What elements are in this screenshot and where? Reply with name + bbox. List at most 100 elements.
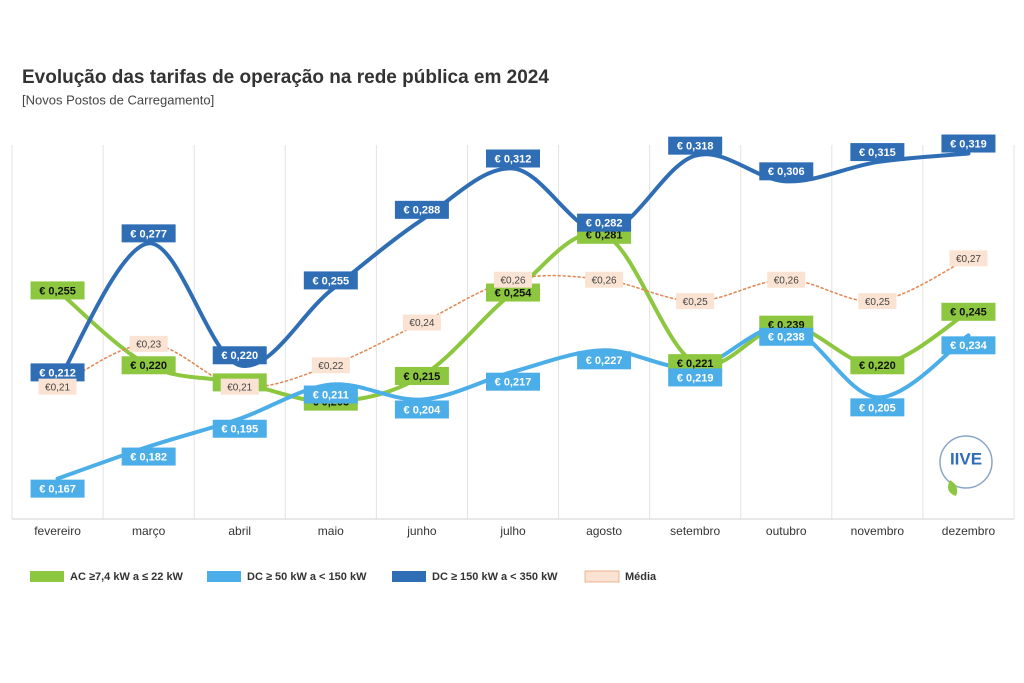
data-label-text: € 0,219: [677, 372, 714, 384]
data-label-text: € 0,288: [404, 205, 441, 217]
legend-item: DC ≥ 150 kW a < 350 kW: [392, 571, 558, 583]
data-label-box: [212, 346, 267, 365]
data-label-box: [767, 271, 806, 288]
data-label: €0,22: [311, 357, 350, 374]
data-label-box: [311, 357, 350, 374]
chart-subtitle: [Novos Postos de Carregamento]: [22, 92, 214, 107]
data-label-box: [941, 134, 996, 153]
data-label: € 0,167: [30, 479, 85, 498]
data-label-box: [850, 398, 905, 417]
data-label-text: €0,23: [136, 340, 161, 351]
data-label: € 0,220: [850, 356, 905, 375]
x-tick-label: março: [132, 524, 166, 538]
data-label: €0,21: [38, 378, 77, 395]
data-label-text: €0,27: [956, 254, 981, 265]
data-label-text: €0,21: [45, 382, 70, 393]
data-label-box: [303, 271, 358, 290]
data-label-box: [402, 314, 441, 331]
data-label-text: € 0,167: [39, 484, 76, 496]
x-tick-label: agosto: [586, 524, 622, 538]
data-label: € 0,221: [668, 354, 723, 373]
data-label: € 0,255: [30, 281, 85, 300]
chart-title: Evolução das tarifas de operação na rede…: [22, 67, 549, 88]
data-label-box: [486, 372, 540, 391]
data-label: € 0,312: [486, 149, 540, 168]
data-label-text: €0,24: [409, 318, 434, 329]
x-tick-label: dezembro: [942, 524, 996, 538]
legend-label: Média: [625, 571, 657, 583]
data-label-text: € 0,277: [130, 228, 167, 240]
data-label-text: € 0,220: [859, 360, 896, 372]
data-label: € 0,195: [212, 419, 267, 438]
x-tick-label: setembro: [670, 524, 720, 538]
data-label-text: € 0,212: [39, 367, 76, 379]
data-label: € 0,220: [121, 356, 176, 375]
data-label: € 0,205: [850, 398, 905, 417]
data-label-text: € 0,306: [768, 166, 805, 178]
data-label: € 0,217: [486, 372, 540, 391]
data-label-text: € 0,315: [859, 147, 896, 159]
x-tick-label: fevereiro: [34, 524, 81, 538]
legend-label: AC ≥7,4 kW a ≤ 22 kW: [70, 571, 184, 583]
data-label: € 0,212: [30, 363, 85, 382]
data-label-text: € 0,238: [768, 332, 805, 344]
data-label-box: [220, 378, 259, 395]
data-label-box: [759, 162, 814, 181]
legend-item: AC ≥7,4 kW a ≤ 22 kW: [30, 571, 184, 583]
data-label: € 0,277: [121, 224, 176, 243]
data-label: €0,23: [129, 335, 168, 352]
data-label-text: € 0,227: [586, 355, 623, 367]
x-tick-label: junho: [406, 524, 437, 538]
data-label: € 0,315: [850, 143, 905, 162]
data-label-text: € 0,195: [221, 424, 258, 436]
data-label: € 0,238: [759, 327, 814, 346]
logo-ring: [939, 435, 993, 489]
data-label-box: [858, 293, 897, 310]
data-label-text: € 0,211: [313, 389, 349, 401]
data-label-box: [676, 293, 715, 310]
data-label-box: [850, 356, 905, 375]
data-label-text: € 0,312: [495, 153, 532, 165]
data-label-box: [394, 400, 449, 419]
data-label-box: [486, 149, 540, 168]
data-label-text: €0,26: [774, 275, 799, 286]
data-label: €0,25: [676, 293, 715, 310]
data-label: € 0,288: [394, 200, 449, 219]
data-label-box: [30, 281, 85, 300]
data-label-text: € 0,245: [950, 307, 987, 319]
x-tick-label: novembro: [851, 524, 905, 538]
data-label: € 0,282: [577, 213, 632, 232]
data-label-text: € 0,221: [677, 358, 714, 370]
data-label-text: €0,26: [500, 275, 525, 286]
legend-label: DC ≥ 150 kW a < 350 kW: [432, 571, 558, 583]
data-label-box: [585, 271, 624, 288]
data-label: € 0,227: [577, 351, 632, 370]
data-label: €0,24: [402, 314, 441, 331]
data-label-box: [759, 327, 814, 346]
legend-swatch: [584, 570, 620, 583]
data-label: € 0,219: [668, 368, 723, 387]
data-label-text: € 0,205: [859, 402, 896, 414]
data-label-text: € 0,254: [495, 287, 533, 299]
data-label-text: € 0,204: [404, 404, 442, 416]
data-label: € 0,215: [394, 366, 449, 385]
x-tick-label: outubro: [766, 524, 807, 538]
data-label-box: [30, 363, 85, 382]
data-label-text: € 0,220: [130, 360, 167, 372]
data-label-box: [212, 419, 267, 438]
data-label-box: [941, 302, 996, 321]
logo: IIVE: [939, 435, 993, 496]
data-label-box: [30, 479, 85, 498]
data-label: €0,21: [220, 378, 259, 395]
data-label-text: € 0,319: [950, 138, 987, 150]
data-label-box: [121, 224, 176, 243]
data-label-text: € 0,255: [39, 285, 76, 297]
data-label-text: € 0,217: [495, 377, 532, 389]
data-label-text: € 0,282: [586, 218, 623, 230]
data-label: €0,25: [858, 293, 897, 310]
data-label: €0,26: [767, 271, 806, 288]
logo-leaf: [948, 480, 958, 496]
data-label-text: €0,22: [318, 361, 343, 372]
data-label: € 0,319: [941, 134, 996, 153]
